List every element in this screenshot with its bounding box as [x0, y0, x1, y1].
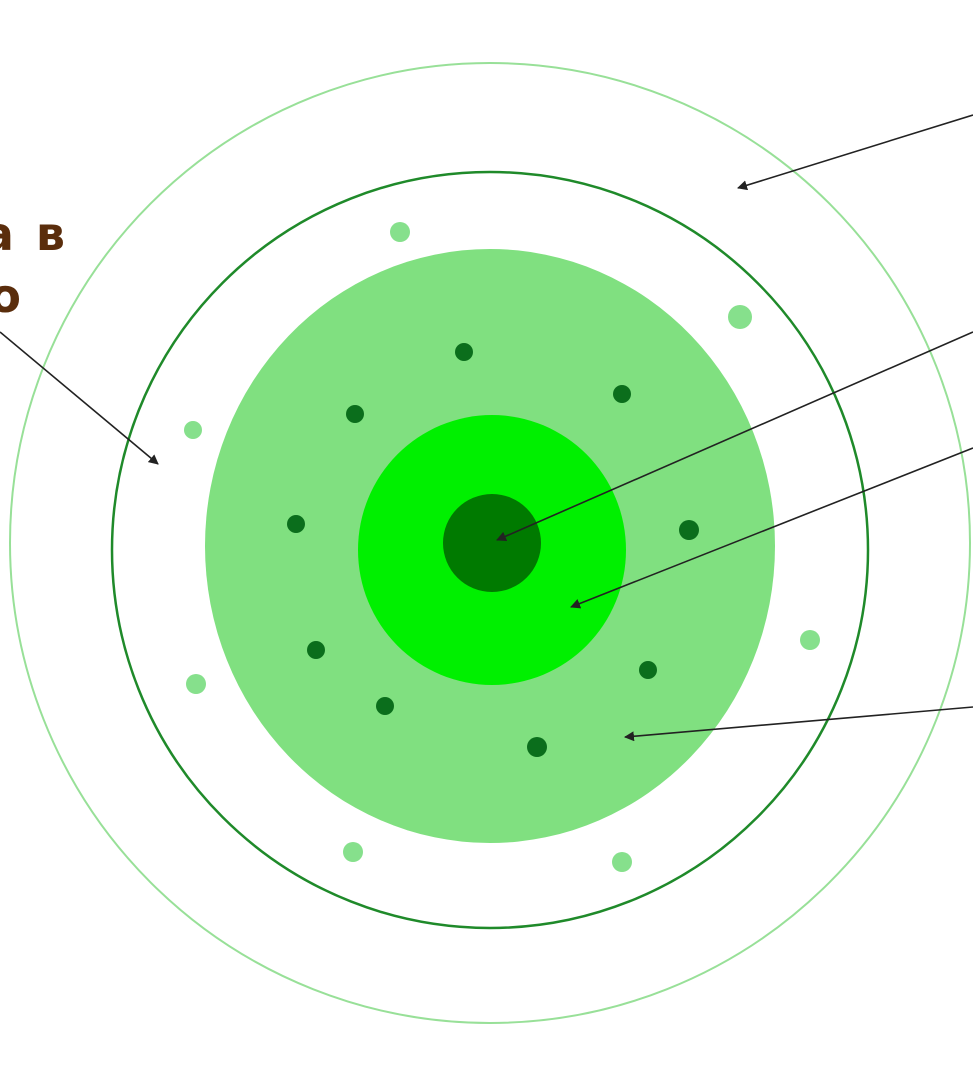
light-dot	[186, 674, 206, 694]
dark-dots	[287, 343, 699, 757]
light-dot	[728, 305, 752, 329]
dark-dot	[455, 343, 473, 361]
light-dot	[390, 222, 410, 242]
dark-dot	[346, 405, 364, 423]
dark-dot	[527, 737, 547, 757]
middle-ring	[110, 170, 870, 930]
arrow-to-large-zone	[624, 706, 973, 742]
arrow-to-bright-zone	[570, 447, 973, 609]
light-dot	[800, 630, 820, 650]
arrow-to-core	[496, 331, 973, 541]
dark-dot	[679, 520, 699, 540]
arrow-to-outer-band	[737, 114, 973, 191]
dark-dot	[307, 641, 325, 659]
dark-dot	[639, 661, 657, 679]
pointer-arrows	[0, 114, 973, 742]
light-dots	[184, 222, 820, 872]
dark-dot	[376, 697, 394, 715]
light-dot	[612, 852, 632, 872]
core	[443, 494, 541, 592]
outer-ring	[9, 62, 971, 1024]
dark-dot	[613, 385, 631, 403]
light-dot	[184, 421, 202, 439]
light-dot	[343, 842, 363, 862]
label-line-1: а в	[0, 207, 68, 261]
arrow-to-white-band	[0, 331, 159, 465]
dark-dot	[287, 515, 305, 533]
label-line-2: о	[0, 269, 24, 323]
